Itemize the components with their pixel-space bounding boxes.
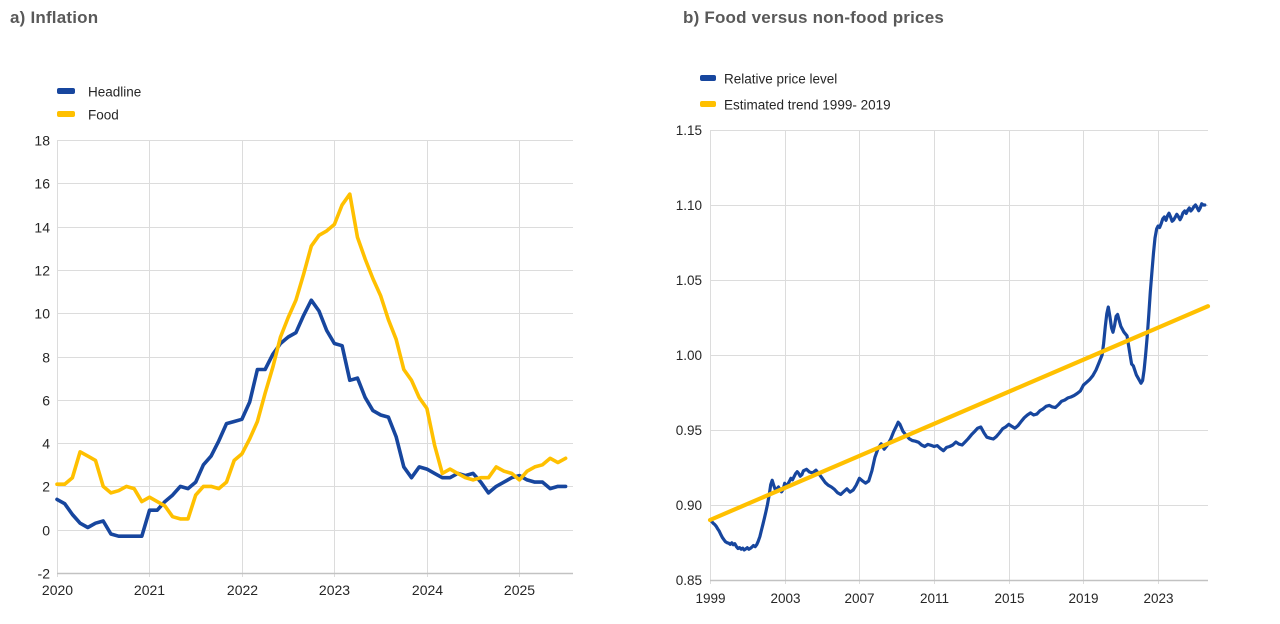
chart-a-title: a) Inflation [10,8,99,27]
legend-label: Food [88,108,119,123]
y-axis-tick-label: 0.90 [676,498,702,513]
y-axis-tick-label: 0.85 [676,573,702,588]
series-line-estimated-trend-1999-2019 [707,304,1211,523]
y-axis-tick-label: 1.00 [676,348,702,363]
x-axis-tick-label: 2023 [1143,591,1173,606]
y-axis-tick-label: 2 [42,478,50,494]
chart-b-title: b) Food versus non-food prices [683,8,945,27]
legend-swatch-blue [700,75,716,81]
y-axis-tick-label: 10 [34,305,50,321]
series-line-relative-price-level [708,202,1207,552]
x-axis-tick-label: 2021 [134,582,165,598]
x-axis-tick-label: 2025 [504,582,535,598]
y-axis-tick-label: 16 [34,175,50,191]
x-axis-tick-label: 2020 [42,582,73,598]
chart-b: 1.15 1.10 1.05 1.00 0.95 0.90 0.85 1999 2003 2007… [676,72,1211,606]
x-axis-tick-label: 2023 [319,582,350,598]
y-axis-tick-label: 6 [42,392,50,408]
y-axis-tick-label: 18 [34,132,50,148]
x-axis-tick-label: 2024 [412,582,443,598]
x-axis-tick-label: 2022 [227,582,258,598]
legend-label: Estimated trend 1999- 2019 [724,98,891,113]
x-axis-tick-label: 2011 [920,591,949,606]
legend-swatch-yellow [57,111,75,117]
x-axis-tick-label: 2003 [770,591,800,606]
x-axis-tick-label: 2019 [1068,591,1098,606]
y-axis-tick-label: 0 [42,522,50,538]
y-axis-tick-label: 1.05 [676,273,702,288]
x-axis-tick-label: 2007 [844,591,874,606]
x-axis-tick-label: 1999 [695,591,725,606]
y-axis-tick-label: 4 [42,435,50,451]
legend-label: Headline [88,85,141,100]
y-axis-tick-label: 1.10 [676,198,702,213]
y-axis-tick-label: -2 [38,565,51,581]
legend-label: Relative price level [724,72,837,87]
legend-swatch-yellow [700,101,716,107]
y-axis-tick-label: 14 [34,219,50,235]
y-axis-tick-label: 8 [42,349,50,365]
y-axis-tick-label: 0.95 [676,423,702,438]
y-axis-tick-label: 12 [34,262,50,278]
series-line-food [55,192,568,521]
series-line-headline [55,298,568,538]
y-axis-tick-label: 1.15 [676,123,702,138]
x-axis-tick-label: 2015 [994,591,1024,606]
legend-swatch-blue [57,88,75,94]
